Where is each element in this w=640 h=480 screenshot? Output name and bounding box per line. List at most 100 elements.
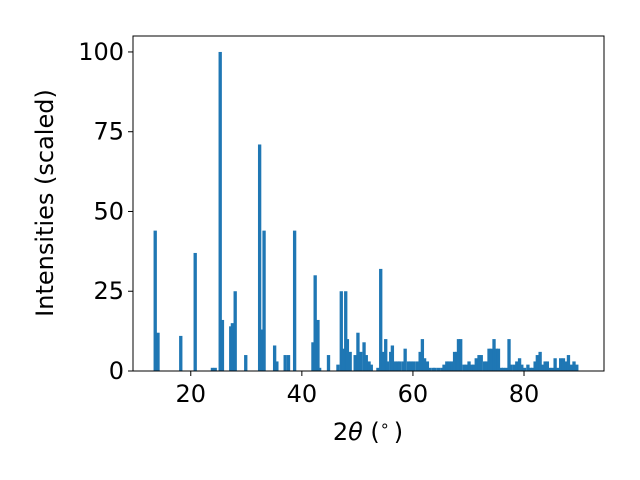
bar	[156, 332, 160, 371]
bar	[367, 361, 371, 371]
bar	[420, 339, 425, 371]
bar	[153, 230, 157, 371]
bar	[210, 367, 215, 371]
bar	[292, 230, 297, 371]
bar	[390, 345, 395, 371]
bar	[260, 329, 264, 371]
bar	[311, 342, 315, 371]
x-tick-label: 20	[175, 380, 206, 408]
bar	[393, 361, 397, 371]
bar	[547, 367, 552, 371]
bar	[257, 144, 262, 371]
bar	[512, 364, 517, 371]
bar	[344, 291, 348, 371]
bar	[477, 355, 481, 371]
bar	[353, 355, 357, 371]
bar	[415, 361, 419, 371]
bar	[275, 361, 279, 371]
bar	[262, 230, 266, 371]
bar	[533, 361, 537, 371]
bar	[450, 361, 454, 371]
bar	[356, 332, 360, 371]
bar	[431, 367, 435, 371]
plot-frame	[132, 35, 605, 372]
y-tick-label: 75	[93, 118, 124, 146]
bar	[561, 358, 566, 371]
y-axis-ticks: 0 25 50 75 100	[78, 38, 133, 385]
bar	[379, 268, 383, 371]
bar	[526, 364, 530, 371]
bar	[369, 364, 373, 371]
bar	[316, 319, 320, 371]
bar	[564, 361, 568, 371]
bar	[339, 291, 343, 371]
bar	[472, 364, 476, 371]
x-axis-ticks: 20 40 60 80	[175, 371, 539, 408]
x-tick-label: 60	[398, 380, 429, 408]
bar	[233, 291, 237, 371]
bar	[553, 358, 557, 371]
bar	[244, 355, 248, 371]
bar	[489, 348, 493, 371]
bar	[341, 348, 346, 371]
bar	[230, 323, 235, 371]
y-tick-label: 100	[78, 38, 124, 66]
y-tick-label: 50	[93, 197, 124, 225]
bar	[550, 367, 555, 371]
bar	[487, 348, 491, 371]
bar	[409, 361, 413, 371]
bar	[541, 364, 545, 371]
bar	[559, 358, 563, 371]
bar	[220, 319, 225, 371]
bar	[317, 367, 322, 371]
bar	[507, 339, 511, 371]
bar	[566, 355, 571, 371]
bar-series	[153, 51, 579, 371]
x-tick-label: 80	[509, 380, 540, 408]
bar	[535, 355, 540, 371]
bar	[467, 361, 471, 371]
bar	[213, 367, 217, 371]
bar	[484, 361, 488, 371]
bar	[272, 345, 277, 371]
bar	[452, 351, 457, 371]
bar	[530, 367, 535, 371]
bar	[499, 367, 503, 371]
bar	[418, 351, 422, 371]
bar	[406, 361, 411, 371]
bar	[464, 364, 468, 371]
bar	[283, 355, 287, 371]
bar	[509, 364, 513, 371]
bar	[462, 364, 466, 371]
bar	[389, 351, 393, 371]
bar	[440, 367, 444, 371]
bar	[286, 355, 291, 371]
bar	[348, 351, 352, 371]
bar	[492, 339, 496, 371]
bar	[179, 335, 183, 371]
bar	[336, 364, 340, 371]
bar	[218, 51, 222, 371]
bar	[384, 339, 388, 371]
y-tick-label: 25	[93, 277, 124, 305]
bar	[445, 361, 449, 371]
bar	[447, 361, 451, 371]
bar	[313, 275, 317, 371]
bar	[422, 358, 427, 371]
bar	[396, 361, 400, 371]
bar	[381, 351, 385, 371]
bar	[479, 355, 483, 371]
bar	[545, 361, 550, 371]
bar	[442, 364, 446, 371]
bar	[474, 358, 478, 371]
bar	[517, 358, 522, 371]
bar	[433, 367, 437, 371]
bar	[401, 361, 405, 371]
bar	[543, 361, 547, 371]
x-tick-label: 40	[287, 380, 318, 408]
y-tick-label: 0	[109, 357, 124, 385]
bar	[538, 351, 542, 371]
bar	[411, 361, 416, 371]
bar	[456, 339, 461, 371]
bar	[520, 364, 524, 371]
